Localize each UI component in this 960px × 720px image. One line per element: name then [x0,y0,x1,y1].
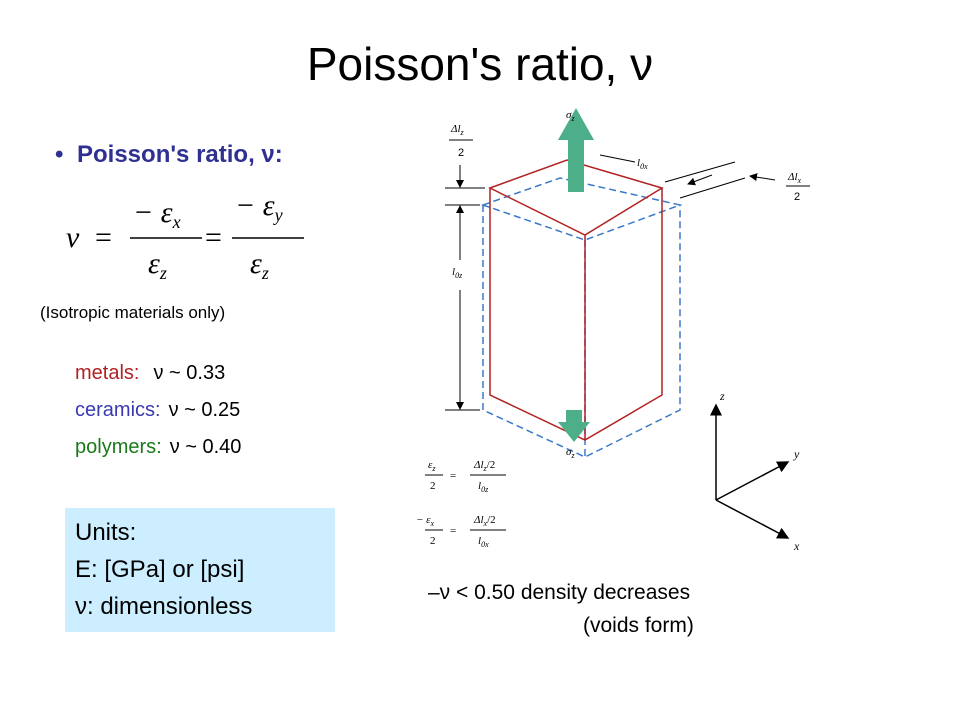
sub: z [261,263,269,283]
strain-eq: εz 2 = Δlz/2 l0z − εx 2 = Δlx/2 l0x [416,459,506,549]
formula-den: εz [148,247,167,283]
tension-arrow [558,108,594,192]
den: 2 [430,535,436,547]
diagram: σz σz Δlz 2 l0z l0x Δlx 2 z y x εz 2 = Δ [416,108,810,553]
sub: 0x [481,540,489,549]
dim-line [679,177,746,199]
t: − ε [416,514,431,526]
sigma-label: σz [566,109,575,123]
formula-lhs: ν [66,221,80,254]
units-line: ν: dimensionless [75,593,252,620]
t: Δl [473,459,484,471]
sub: x [797,176,802,185]
eq-num: Δlx/2 [473,514,496,528]
l0x: l0x [637,157,648,171]
material-value: ν ~ 0.40 [170,436,242,458]
eq-num: Δlz/2 [473,459,495,473]
num: − ε [235,189,275,222]
material-name: ceramics: [75,399,161,421]
formula-num: − εx [133,196,181,232]
formula-eq: = [95,221,112,254]
units-box [65,508,335,632]
t: /2 [487,459,496,471]
sub: z [159,263,167,283]
formula-den: εz [250,247,269,283]
limit: –ν < 0.50 density decreases [428,581,690,604]
sub: x [483,519,488,528]
dlz-den: 2 [458,147,464,159]
formula-num: − εy [235,189,283,225]
den: 2 [430,480,436,492]
num: Δl [450,123,461,135]
note: (Isotropic materials only) [40,303,225,322]
eq-lhs: − εx [416,514,435,528]
sub: z [483,464,488,473]
material: polymers: ν ~ 0.40 [75,436,241,458]
material-name: polymers: [75,436,162,458]
eq-den: l0z [478,480,489,494]
formula-eq: = [205,221,222,254]
l: l [637,157,640,169]
t: l [478,535,481,547]
limit: (voids form) [583,614,694,637]
material-name: metals: [75,362,139,384]
sigma-label: σz [566,446,575,460]
dim-line [599,154,636,163]
dim-arrow [749,173,776,182]
eq-den: l0x [478,535,489,549]
sub: 0z [455,271,463,280]
units-line: E: [GPa] or [psi] [75,556,244,583]
t: l [478,480,481,492]
axis [715,499,790,539]
dlz: Δlz [450,123,465,137]
den: ε [250,247,262,280]
eq: = [450,470,456,482]
l: l [452,266,455,278]
num: Δl [787,171,798,183]
materials: metals: ν ~ 0.33 ceramics: ν ~ 0.25 polyme… [75,362,241,458]
material: metals: ν ~ 0.33 [75,362,225,384]
sub: z [431,464,436,473]
t: /2 [487,514,496,526]
tension-arrow [558,410,590,442]
eq-lhs: εz [428,459,436,473]
material: ceramics: ν ~ 0.25 [75,399,240,421]
t: ε [428,459,433,471]
eq: = [450,525,456,537]
den: ε [148,247,160,280]
sub: y [273,205,283,225]
formula: ν = − εx εz = − εy εz [66,189,304,283]
dlx-den: 2 [794,191,800,203]
axis-label: x [793,539,800,553]
title: Poisson's ratio, ν [307,38,653,90]
symbol: σ [566,109,572,121]
axis-label: y [793,447,800,461]
symbol: σ [566,446,572,458]
sub: z [460,128,465,137]
sub: 0x [640,162,648,171]
units-line: Units: [75,519,136,546]
axis [715,461,790,501]
bullet-marker: • [55,141,63,168]
l0z: l0z [452,266,463,280]
sub: z [570,451,575,460]
deformed-shape [488,159,664,441]
sub: 0z [481,485,489,494]
dim-line [664,161,736,183]
sub: x [430,519,435,528]
axis-label: z [719,389,725,403]
material-value: ν ~ 0.33 [153,362,225,384]
dlx: Δlx [787,171,802,185]
t: Δl [473,514,484,526]
num: − ε [133,196,173,229]
dim-arrow [687,174,713,186]
sub: x [172,212,181,232]
sub: z [570,114,575,123]
bullet-text: Poisson's ratio, ν: [77,141,283,168]
material-value: ν ~ 0.25 [169,399,241,421]
